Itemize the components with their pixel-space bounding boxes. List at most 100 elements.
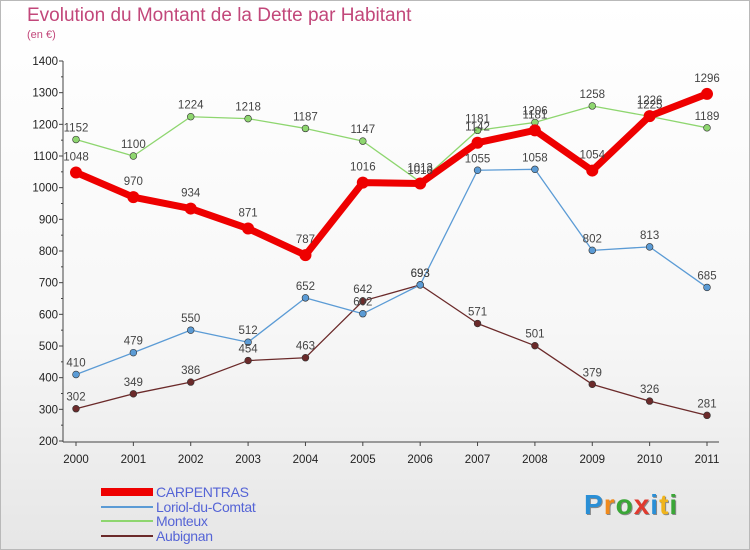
y-tick-label: 800: [39, 246, 58, 258]
x-tick-label: 2004: [293, 454, 319, 466]
data-point: [187, 113, 195, 121]
data-label: 1296: [694, 73, 720, 85]
data-point: [531, 341, 539, 350]
legend-label: Monteux: [156, 513, 208, 529]
data-label: 1016: [350, 162, 376, 174]
data-point: [473, 319, 482, 328]
data-point: [586, 164, 599, 177]
y-tick-label: 400: [39, 373, 58, 385]
legend-swatch: [101, 505, 153, 508]
chart-title: Evolution du Montant de la Dette par Hab…: [27, 5, 412, 26]
data-label: 871: [238, 208, 257, 220]
x-tick-label: 2001: [121, 454, 147, 466]
data-point: [416, 281, 424, 289]
data-point: [588, 246, 596, 255]
data-point: [129, 348, 138, 357]
data-point: [299, 249, 312, 262]
data-point: [129, 152, 138, 160]
legend-swatch: [101, 488, 153, 496]
data-label: 652: [296, 281, 315, 293]
x-tick-label: 2009: [579, 454, 605, 466]
data-label: 379: [583, 367, 602, 379]
data-point: [588, 102, 596, 110]
data-point: [129, 390, 138, 398]
data-label: 970: [124, 176, 143, 188]
data-point: [645, 243, 654, 251]
data-label: 787: [296, 234, 315, 246]
x-tick-label: 2007: [465, 454, 491, 466]
data-point: [701, 87, 713, 100]
legend-label: Loriol-du-Comtat: [156, 498, 256, 515]
data-label: 1100: [121, 139, 146, 151]
data-label: 349: [124, 377, 143, 389]
data-point: [187, 326, 195, 334]
data-point: [643, 110, 656, 123]
data-label: 1013: [407, 163, 433, 175]
data-point: [703, 124, 711, 132]
y-tick-label: 300: [39, 404, 58, 416]
data-point: [301, 354, 310, 362]
data-point: [242, 222, 255, 235]
data-label: 281: [697, 398, 716, 410]
data-label: 693: [411, 268, 430, 280]
data-point: [184, 202, 197, 215]
legend-label: CARPENTRAS: [156, 484, 249, 500]
y-tick-label: 1100: [33, 151, 58, 163]
data-label: 1058: [522, 152, 548, 164]
legend-swatch: [101, 520, 153, 522]
data-label: 1018: [407, 165, 433, 177]
data-label: 642: [353, 284, 372, 296]
data-point: [473, 166, 482, 174]
data-label: 1224: [178, 100, 204, 112]
y-tick-label: 1200: [32, 119, 58, 131]
data-label: 1189: [695, 111, 720, 123]
data-point: [528, 124, 541, 137]
data-label: 1181: [465, 113, 490, 125]
y-tick-label: 600: [39, 309, 58, 321]
x-tick-label: 2005: [350, 454, 376, 466]
x-tick-label: 2011: [695, 454, 720, 466]
data-point: [703, 283, 711, 292]
x-tick-label: 2000: [63, 454, 89, 466]
data-point: [72, 405, 80, 413]
data-point: [703, 411, 711, 420]
data-point: [414, 177, 427, 190]
data-point: [531, 165, 539, 174]
data-label: 813: [640, 230, 659, 242]
data-label: 550: [181, 313, 200, 325]
data-label: 501: [525, 329, 544, 341]
series-line-Loriol-du-Comtat: [75, 168, 708, 376]
series-line-CARPENTRAS: [72, 90, 711, 259]
y-tick-label: 1400: [32, 56, 58, 68]
x-tick-label: 2003: [235, 454, 261, 466]
data-point: [301, 124, 310, 133]
data-point: [72, 370, 80, 379]
legend-swatch: [101, 534, 153, 537]
data-label: 410: [66, 358, 85, 370]
legend-label: Aubignan: [156, 527, 213, 544]
data-point: [244, 338, 252, 346]
proxiti-logo: Proxiti: [584, 489, 679, 520]
data-label: 1147: [350, 124, 375, 136]
data-point: [359, 297, 367, 305]
data-point: [473, 126, 482, 135]
data-label: 512: [238, 325, 257, 337]
data-label: 1258: [579, 89, 605, 101]
chart-unit-label: (en €): [27, 29, 56, 41]
x-tick-label: 2010: [637, 454, 663, 466]
data-point: [127, 191, 140, 204]
data-point: [301, 294, 310, 302]
data-label: 571: [468, 307, 487, 319]
data-point: [359, 137, 367, 145]
data-point: [244, 356, 252, 365]
data-label: 1226: [637, 95, 663, 107]
data-label: 1142: [465, 122, 490, 134]
data-label: 1206: [522, 105, 548, 117]
data-label: 802: [583, 233, 602, 245]
data-point: [359, 310, 367, 318]
data-label: 1054: [579, 150, 605, 162]
data-label: 302: [66, 392, 85, 404]
data-label: 454: [238, 344, 258, 356]
data-label: 326: [640, 384, 659, 396]
